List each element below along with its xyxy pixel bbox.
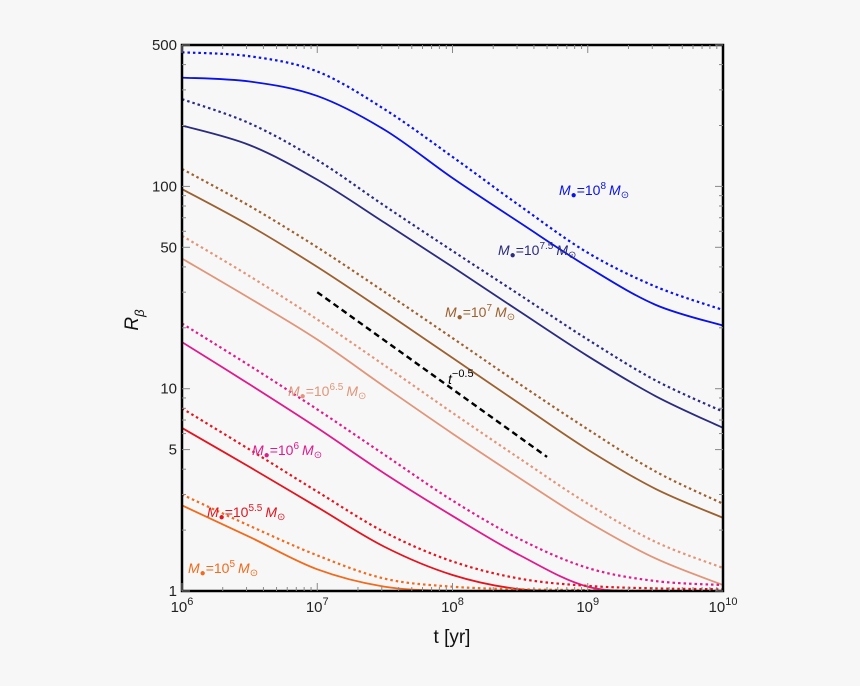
x-tick-label-0: 106 (171, 596, 194, 616)
mass-label-6: M●=105 M⊙ (188, 559, 258, 579)
series-line-4 (182, 188, 723, 519)
y-tick-label-1: 5 (169, 442, 177, 459)
x-tick-label-3: 109 (576, 596, 599, 616)
series-line-7 (182, 234, 723, 569)
mass-label-4: M●=106 M⊙ (252, 441, 322, 461)
series-line-1 (182, 51, 723, 312)
svg-text:M●=105.5M⊙: M●=105.5 M⊙ (207, 503, 285, 523)
tick-labels: 106 107 108 109 1010 1 5 10 50 100 500 (152, 37, 738, 616)
x-tick-label-4: 1010 (709, 596, 738, 616)
series-line-9 (182, 322, 723, 587)
series-line-6 (182, 257, 723, 586)
reference-line-layer: t−0.5 (316, 291, 548, 458)
mass-label-2: M●=107 M⊙ (445, 303, 515, 323)
mass-label-3: M●=106.5 M⊙ (288, 382, 366, 402)
series-line-10 (182, 427, 723, 591)
y-tick-label-2: 10 (160, 381, 177, 398)
y-tick-label-5: 500 (152, 37, 177, 54)
axis-ticks (181, 44, 723, 592)
reference-line-label: t−0.5 (448, 368, 474, 387)
y-tick-label-0: 1 (169, 583, 177, 600)
svg-text:M●=107.5M⊙: M●=107.5 M⊙ (498, 241, 576, 261)
series-line-5 (182, 167, 723, 505)
x-tick-label-2: 108 (441, 596, 464, 616)
y-tick-label-4: 100 (152, 178, 177, 195)
mass-label-0: M●=108 M⊙ (559, 181, 629, 201)
x-tick-label-1: 107 (306, 596, 329, 616)
series-line-12 (182, 504, 723, 591)
series-line-2 (182, 124, 723, 429)
mass-label-5: M●=105.5 M⊙ (207, 503, 285, 523)
mass-label-1: M●=107.5 M⊙ (498, 241, 576, 261)
series-line-11 (182, 407, 723, 591)
curve-annotations: M●=108 M⊙ M●=107.5 M⊙ M●=107 M⊙ M●=106.5 M⊙ M●=1… (188, 181, 629, 579)
x-axis-title: t [yr] (434, 627, 471, 648)
y-tick-label-3: 50 (160, 239, 177, 256)
reference-line (316, 291, 548, 458)
svg-text:M●=106.5M⊙: M●=106.5 M⊙ (288, 382, 366, 402)
series-line-0 (182, 76, 723, 327)
